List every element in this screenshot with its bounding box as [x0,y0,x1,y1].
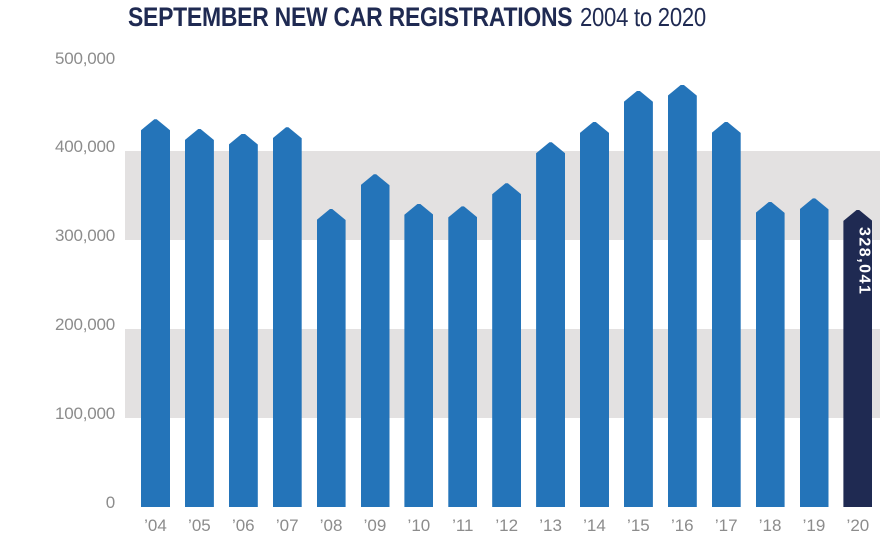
bar-2009 [360,174,390,507]
y-tick-label: 200,000 [54,315,115,335]
x-tick-label-2015: ’15 [627,516,650,535]
x-tick-label-2009: ’09 [363,516,387,535]
x-tick-label-2008: ’08 [319,516,343,535]
x-tick-label-2018: ’18 [758,516,782,535]
x-tick-label-2020: ’20 [846,516,870,535]
x-tick-label-2010: ’10 [407,516,431,535]
x-tick-label-2012: ’12 [495,516,519,535]
x-tick-label-2006: ’06 [231,516,255,535]
bar-2016 [667,84,697,507]
x-tick-label-2004: ’04 [144,516,167,535]
bar-2015 [623,90,653,507]
bar-2018 [755,201,785,507]
y-tick-label: 0 [105,493,115,512]
y-tick-label: 300,000 [54,226,115,246]
y-tick-label: 500,000 [54,48,115,68]
chart-title-row: SEPTEMBER NEW CAR REGISTRATIONS 2004 to … [128,2,706,33]
bar-2014 [580,121,609,507]
bar-2010 [404,203,434,507]
bar-2012 [492,183,522,507]
x-tick-label-2019: ’19 [802,516,826,535]
bar-2006 [228,133,258,507]
bar-2008 [316,209,346,507]
bar-2019 [799,198,829,507]
chart-title: SEPTEMBER NEW CAR REGISTRATIONS [128,2,573,32]
x-tick-label-2017: ’17 [714,516,738,535]
bar-2007 [272,127,302,507]
x-tick-label-2011: ’11 [452,516,474,535]
bar-2005 [184,129,214,507]
bar-2004 [141,119,170,507]
y-tick-label: 100,000 [54,404,115,424]
x-tick-label-2016: ’16 [670,516,694,535]
x-tick-label-2005: ’05 [188,516,211,535]
y-tick-label: 400,000 [54,137,115,157]
bar-2017 [711,121,741,507]
bar-2020: 328,041 [843,209,873,507]
bar-2013 [536,142,566,507]
x-tick-label-2007: ’07 [275,516,299,535]
highlight-value-label: 328,041 [855,226,873,296]
x-tick-label-2014: ’14 [583,516,606,535]
bar-2011 [448,206,478,507]
x-tick-label-2013: ’13 [539,516,562,535]
chart-subtitle: 2004 to 2020 [579,2,706,32]
